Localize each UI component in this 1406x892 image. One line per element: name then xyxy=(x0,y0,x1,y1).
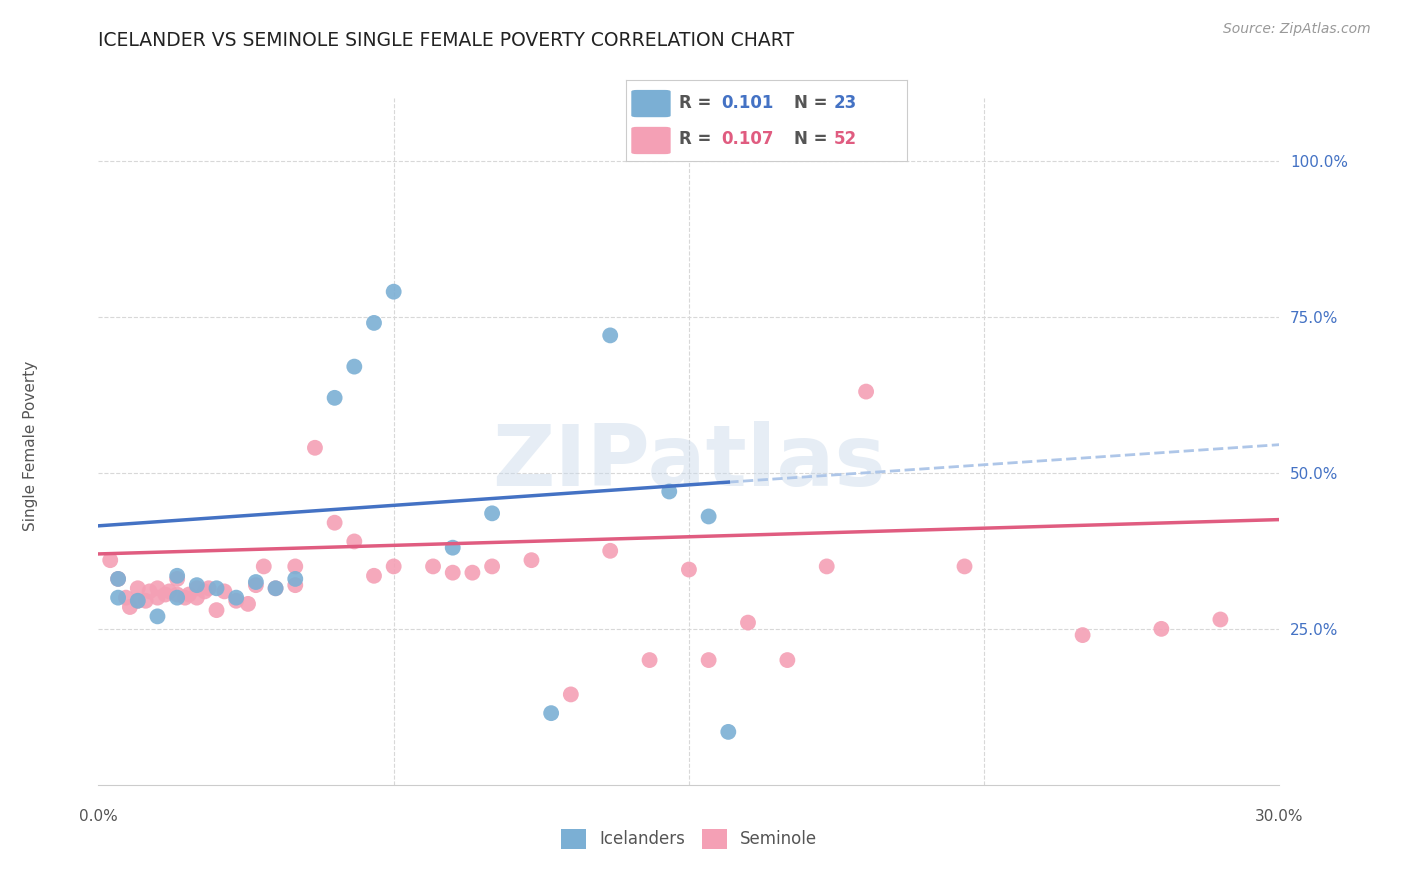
Point xyxy=(599,544,621,558)
Point xyxy=(177,588,200,602)
Point xyxy=(115,591,138,605)
Point xyxy=(205,582,228,596)
Point xyxy=(127,594,149,608)
Point xyxy=(146,591,169,605)
Point xyxy=(284,559,307,574)
Text: 52: 52 xyxy=(834,130,856,148)
Point xyxy=(166,591,188,605)
Point xyxy=(343,359,366,374)
Point xyxy=(343,534,366,549)
Point xyxy=(697,653,720,667)
Text: N =: N = xyxy=(794,94,834,112)
Point xyxy=(323,516,346,530)
Text: R =: R = xyxy=(679,130,717,148)
Point xyxy=(253,559,276,574)
Point xyxy=(284,572,307,586)
Point xyxy=(363,569,385,583)
FancyBboxPatch shape xyxy=(631,90,671,117)
Point xyxy=(678,563,700,577)
Point xyxy=(174,591,197,605)
Point xyxy=(815,559,838,574)
Text: ZIPatlas: ZIPatlas xyxy=(492,421,886,504)
Legend: Icelanders, Seminole: Icelanders, Seminole xyxy=(554,822,824,855)
Point xyxy=(146,609,169,624)
Point xyxy=(98,553,121,567)
Text: N =: N = xyxy=(794,130,834,148)
Point xyxy=(1209,613,1232,627)
Point xyxy=(186,582,208,596)
Point xyxy=(382,285,405,299)
Point xyxy=(127,582,149,596)
Text: 23: 23 xyxy=(834,94,858,112)
Point xyxy=(118,600,141,615)
Point xyxy=(197,582,219,596)
Point xyxy=(1150,622,1173,636)
Point xyxy=(166,569,188,583)
Point xyxy=(236,597,259,611)
Text: Single Female Poverty: Single Female Poverty xyxy=(24,361,38,531)
Point xyxy=(225,594,247,608)
Text: R =: R = xyxy=(679,94,717,112)
Point xyxy=(194,584,217,599)
Text: Source: ZipAtlas.com: Source: ZipAtlas.com xyxy=(1223,22,1371,37)
Point xyxy=(225,591,247,605)
Text: ICELANDER VS SEMINOLE SINGLE FEMALE POVERTY CORRELATION CHART: ICELANDER VS SEMINOLE SINGLE FEMALE POVE… xyxy=(98,31,794,50)
Point xyxy=(776,653,799,667)
Point xyxy=(107,572,129,586)
Text: 0.101: 0.101 xyxy=(721,94,773,112)
Point xyxy=(304,441,326,455)
FancyBboxPatch shape xyxy=(631,127,671,154)
Point xyxy=(560,687,582,701)
Point xyxy=(157,584,180,599)
Text: 0.0%: 0.0% xyxy=(79,809,118,823)
Point xyxy=(323,391,346,405)
Point xyxy=(422,559,444,574)
Point xyxy=(717,724,740,739)
Point xyxy=(461,566,484,580)
Point xyxy=(481,559,503,574)
Point xyxy=(127,594,149,608)
Text: 0.107: 0.107 xyxy=(721,130,773,148)
Point xyxy=(214,584,236,599)
Point xyxy=(186,578,208,592)
Point xyxy=(855,384,877,399)
Point xyxy=(520,553,543,567)
Point xyxy=(441,541,464,555)
Point xyxy=(264,582,287,596)
Point xyxy=(245,574,267,589)
Point xyxy=(138,584,160,599)
Point xyxy=(737,615,759,630)
Point xyxy=(135,594,157,608)
Point xyxy=(166,588,188,602)
Point xyxy=(107,591,129,605)
Point xyxy=(697,509,720,524)
Point xyxy=(155,588,177,602)
Point xyxy=(540,706,562,721)
Point xyxy=(107,572,129,586)
Point xyxy=(382,559,405,574)
Point xyxy=(638,653,661,667)
Point xyxy=(1071,628,1094,642)
Point xyxy=(284,578,307,592)
Point xyxy=(205,603,228,617)
Point xyxy=(186,591,208,605)
Point xyxy=(166,572,188,586)
Point xyxy=(481,507,503,521)
Point xyxy=(658,484,681,499)
Point xyxy=(953,559,976,574)
Point xyxy=(264,582,287,596)
Point xyxy=(363,316,385,330)
Point xyxy=(146,582,169,596)
Point xyxy=(245,578,267,592)
Point xyxy=(441,566,464,580)
Text: 30.0%: 30.0% xyxy=(1256,809,1303,823)
Point xyxy=(599,328,621,343)
